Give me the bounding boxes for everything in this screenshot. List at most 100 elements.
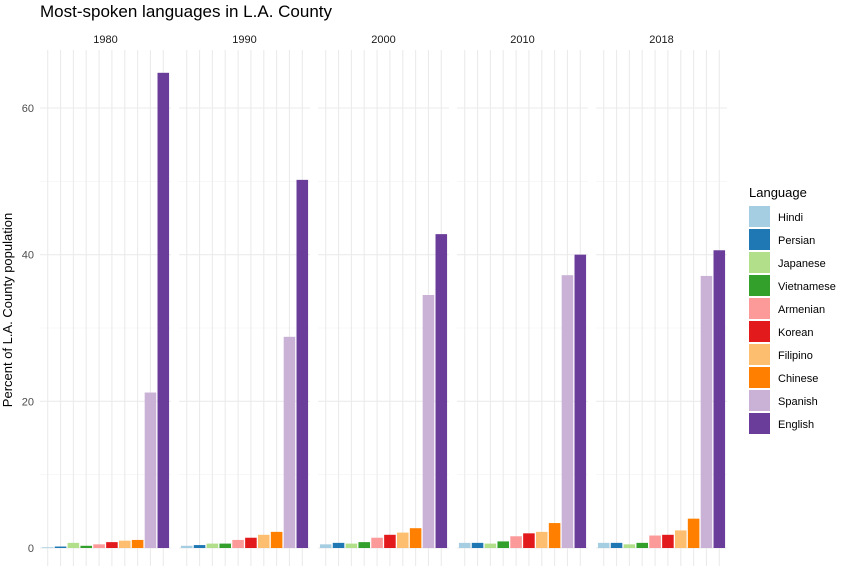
bar-2018-vietnamese	[636, 542, 649, 548]
bar-1980-korean	[106, 542, 118, 548]
bar-2010-japanese	[484, 543, 497, 548]
bar-1980-vietnamese	[80, 545, 93, 548]
legend-title: Language	[749, 185, 807, 200]
bar-2018-hindi	[597, 542, 610, 548]
facet-label-2010: 2010	[510, 34, 534, 46]
legend-item-chinese: Chinese	[749, 367, 818, 388]
bar-1980-spanish	[144, 392, 157, 548]
facet-panel-2018: 2018	[596, 34, 727, 566]
bar-2000-korean	[384, 534, 396, 548]
bar-1990-filipino	[257, 534, 270, 548]
bar-2010-english	[574, 254, 587, 548]
bar-2018-persian	[610, 542, 623, 548]
facet-label-1980: 1980	[93, 34, 117, 46]
bar-2018-korean	[662, 534, 674, 548]
bar-2018-chinese	[687, 518, 700, 548]
legend-label: Korean	[778, 327, 813, 339]
legend-label: English	[778, 419, 814, 431]
bar-2000-english	[435, 234, 448, 548]
bar-2000-spanish	[422, 295, 435, 548]
legend-item-filipino: Filipino	[749, 344, 813, 365]
bar-2000-filipino	[396, 532, 409, 548]
bar-2018-spanish	[700, 275, 713, 548]
bar-1990-persian	[193, 545, 206, 548]
bar-1980-hindi	[41, 547, 54, 549]
bar-1980-armenian	[93, 544, 105, 548]
bar-2010-persian	[471, 542, 484, 548]
legend-item-persian: Persian	[749, 229, 815, 250]
legend-item-hindi: Hindi	[749, 206, 803, 227]
bar-1980-japanese	[67, 542, 80, 548]
legend-swatch	[749, 229, 770, 250]
y-tick-label: 40	[22, 250, 34, 262]
facet-panel-2010: 2010	[457, 34, 588, 566]
bar-2000-hindi	[319, 544, 332, 548]
bar-2000-armenian	[371, 537, 383, 548]
legend-swatch	[749, 252, 770, 273]
legend-item-spanish: Spanish	[749, 390, 818, 411]
bar-2010-chinese	[548, 523, 561, 548]
legend-swatch	[749, 390, 770, 411]
bar-2010-filipino	[535, 531, 548, 548]
legend-label: Filipino	[778, 350, 813, 362]
legend-label: Chinese	[778, 373, 818, 385]
legend-label: Spanish	[778, 396, 818, 408]
bar-1990-vietnamese	[219, 543, 232, 548]
bar-1990-chinese	[270, 531, 283, 548]
legend-item-korean: Korean	[749, 321, 813, 342]
legend-label: Vietnamese	[778, 281, 836, 293]
bar-2010-korean	[523, 533, 535, 548]
legend-swatch	[749, 367, 770, 388]
legend-swatch	[749, 413, 770, 434]
bar-2000-japanese	[345, 543, 358, 548]
facet-label-1990: 1990	[232, 34, 256, 46]
bar-1990-japanese	[206, 543, 219, 548]
bar-1980-persian	[54, 546, 67, 548]
legend-label: Japanese	[778, 258, 826, 270]
y-axis: 0 20 40 60	[22, 103, 34, 555]
legend-swatch	[749, 206, 770, 227]
bar-1980-english	[157, 72, 170, 549]
bar-2010-armenian	[510, 536, 522, 548]
bar-2018-english	[713, 250, 726, 548]
legend-swatch	[749, 321, 770, 342]
legend-item-vietnamese: Vietnamese	[749, 275, 836, 296]
legend-item-armenian: Armenian	[749, 298, 825, 319]
bar-2010-vietnamese	[497, 541, 510, 548]
bar-2010-hindi	[458, 542, 471, 548]
bar-1980-chinese	[131, 539, 144, 548]
bar-2000-persian	[332, 542, 345, 548]
legend-label: Hindi	[778, 212, 803, 224]
bar-2018-filipino	[674, 530, 687, 548]
chart-title: Most-spoken languages in L.A. County	[40, 2, 333, 21]
facet-panels: 1980 1990 2000 2010 2018	[40, 34, 727, 566]
bar-2010-spanish	[561, 275, 574, 548]
bar-1980-filipino	[118, 540, 131, 548]
y-tick-label: 20	[22, 396, 34, 408]
bar-1990-spanish	[283, 336, 296, 548]
legend-label: Armenian	[778, 304, 825, 316]
bar-2000-vietnamese	[358, 542, 371, 548]
legend-swatch	[749, 344, 770, 365]
bar-2000-chinese	[409, 528, 422, 548]
facet-panel-2000: 2000	[318, 34, 449, 566]
legend-label: Persian	[778, 235, 815, 247]
bar-1990-english	[296, 179, 309, 548]
bar-1990-armenian	[232, 539, 244, 548]
legend: Language Hindi Persian Japanese Vietnamese A…	[749, 185, 836, 434]
legend-swatch	[749, 298, 770, 319]
facet-panel-1990: 1990	[179, 34, 310, 566]
bar-1990-hindi	[180, 545, 193, 548]
bar-2018-armenian	[649, 535, 661, 548]
bar-1990-korean	[245, 537, 257, 548]
facet-label-2018: 2018	[649, 34, 673, 46]
facet-label-2000: 2000	[371, 34, 395, 46]
legend-item-japanese: Japanese	[749, 252, 826, 273]
legend-swatch	[749, 275, 770, 296]
y-tick-label: 0	[28, 543, 34, 555]
facet-panel-1980: 1980	[40, 34, 171, 566]
y-tick-label: 60	[22, 103, 34, 115]
legend-item-english: English	[749, 413, 814, 434]
bar-2018-japanese	[623, 544, 636, 548]
